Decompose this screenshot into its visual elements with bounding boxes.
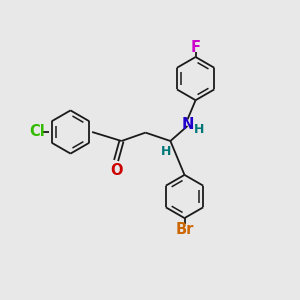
Text: H: H: [194, 123, 204, 136]
Text: Cl: Cl: [30, 124, 45, 140]
Text: Br: Br: [175, 222, 194, 237]
Text: F: F: [190, 40, 201, 55]
Text: O: O: [110, 163, 122, 178]
Text: H: H: [161, 145, 171, 158]
Text: N: N: [181, 117, 194, 132]
